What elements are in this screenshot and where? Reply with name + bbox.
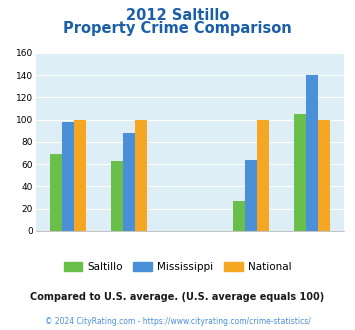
Bar [135,119,147,231]
Bar [245,160,257,231]
Bar [74,119,86,231]
Legend: Saltillo, Mississippi, National: Saltillo, Mississippi, National [59,258,296,276]
Text: © 2024 CityRating.com - https://www.cityrating.com/crime-statistics/: © 2024 CityRating.com - https://www.city… [45,317,310,326]
Bar [306,75,318,231]
Text: Compared to U.S. average. (U.S. average equals 100): Compared to U.S. average. (U.S. average … [31,292,324,302]
Bar [233,201,245,231]
Text: Property Crime Comparison: Property Crime Comparison [63,21,292,36]
Text: 2012 Saltillo: 2012 Saltillo [126,8,229,23]
Bar [110,161,123,231]
Bar [50,154,62,231]
Bar [257,119,269,231]
Bar [318,119,330,231]
Bar [294,114,306,231]
Bar [123,133,135,231]
Bar [62,122,74,231]
